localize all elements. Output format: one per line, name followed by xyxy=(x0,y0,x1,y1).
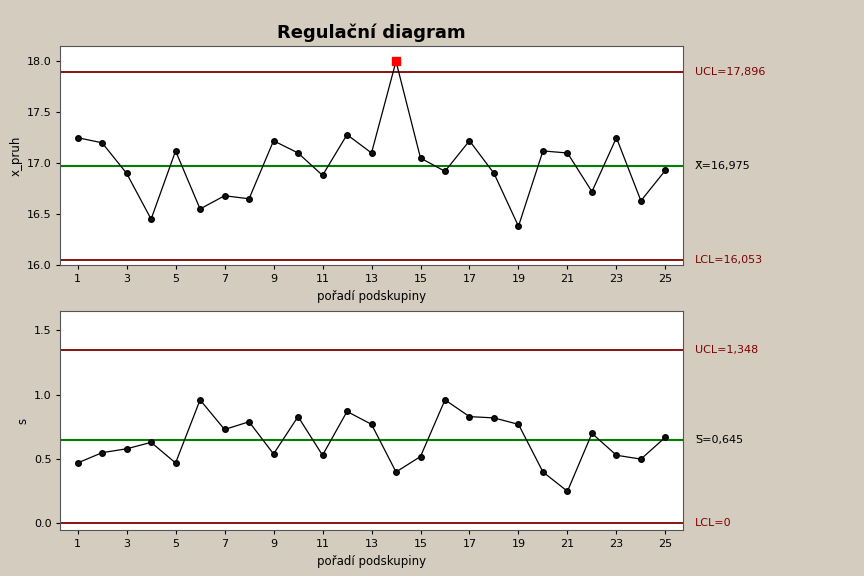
Text: UCL=17,896: UCL=17,896 xyxy=(695,67,766,77)
Y-axis label: s: s xyxy=(16,418,29,423)
Text: X̅̅=16,975: X̅̅=16,975 xyxy=(695,161,751,170)
Text: UCL=1,348: UCL=1,348 xyxy=(695,345,759,355)
X-axis label: pořadí podskupiny: pořadí podskupiny xyxy=(317,290,426,302)
Text: Regulační diagram: Regulační diagram xyxy=(277,23,466,41)
Text: LCL=0: LCL=0 xyxy=(695,518,732,529)
X-axis label: pořadí podskupiny: pořadí podskupiny xyxy=(317,555,426,567)
Text: LCL=16,053: LCL=16,053 xyxy=(695,255,763,264)
Y-axis label: x_pruh: x_pruh xyxy=(10,135,22,176)
Text: S̅=0,645: S̅=0,645 xyxy=(695,435,743,445)
